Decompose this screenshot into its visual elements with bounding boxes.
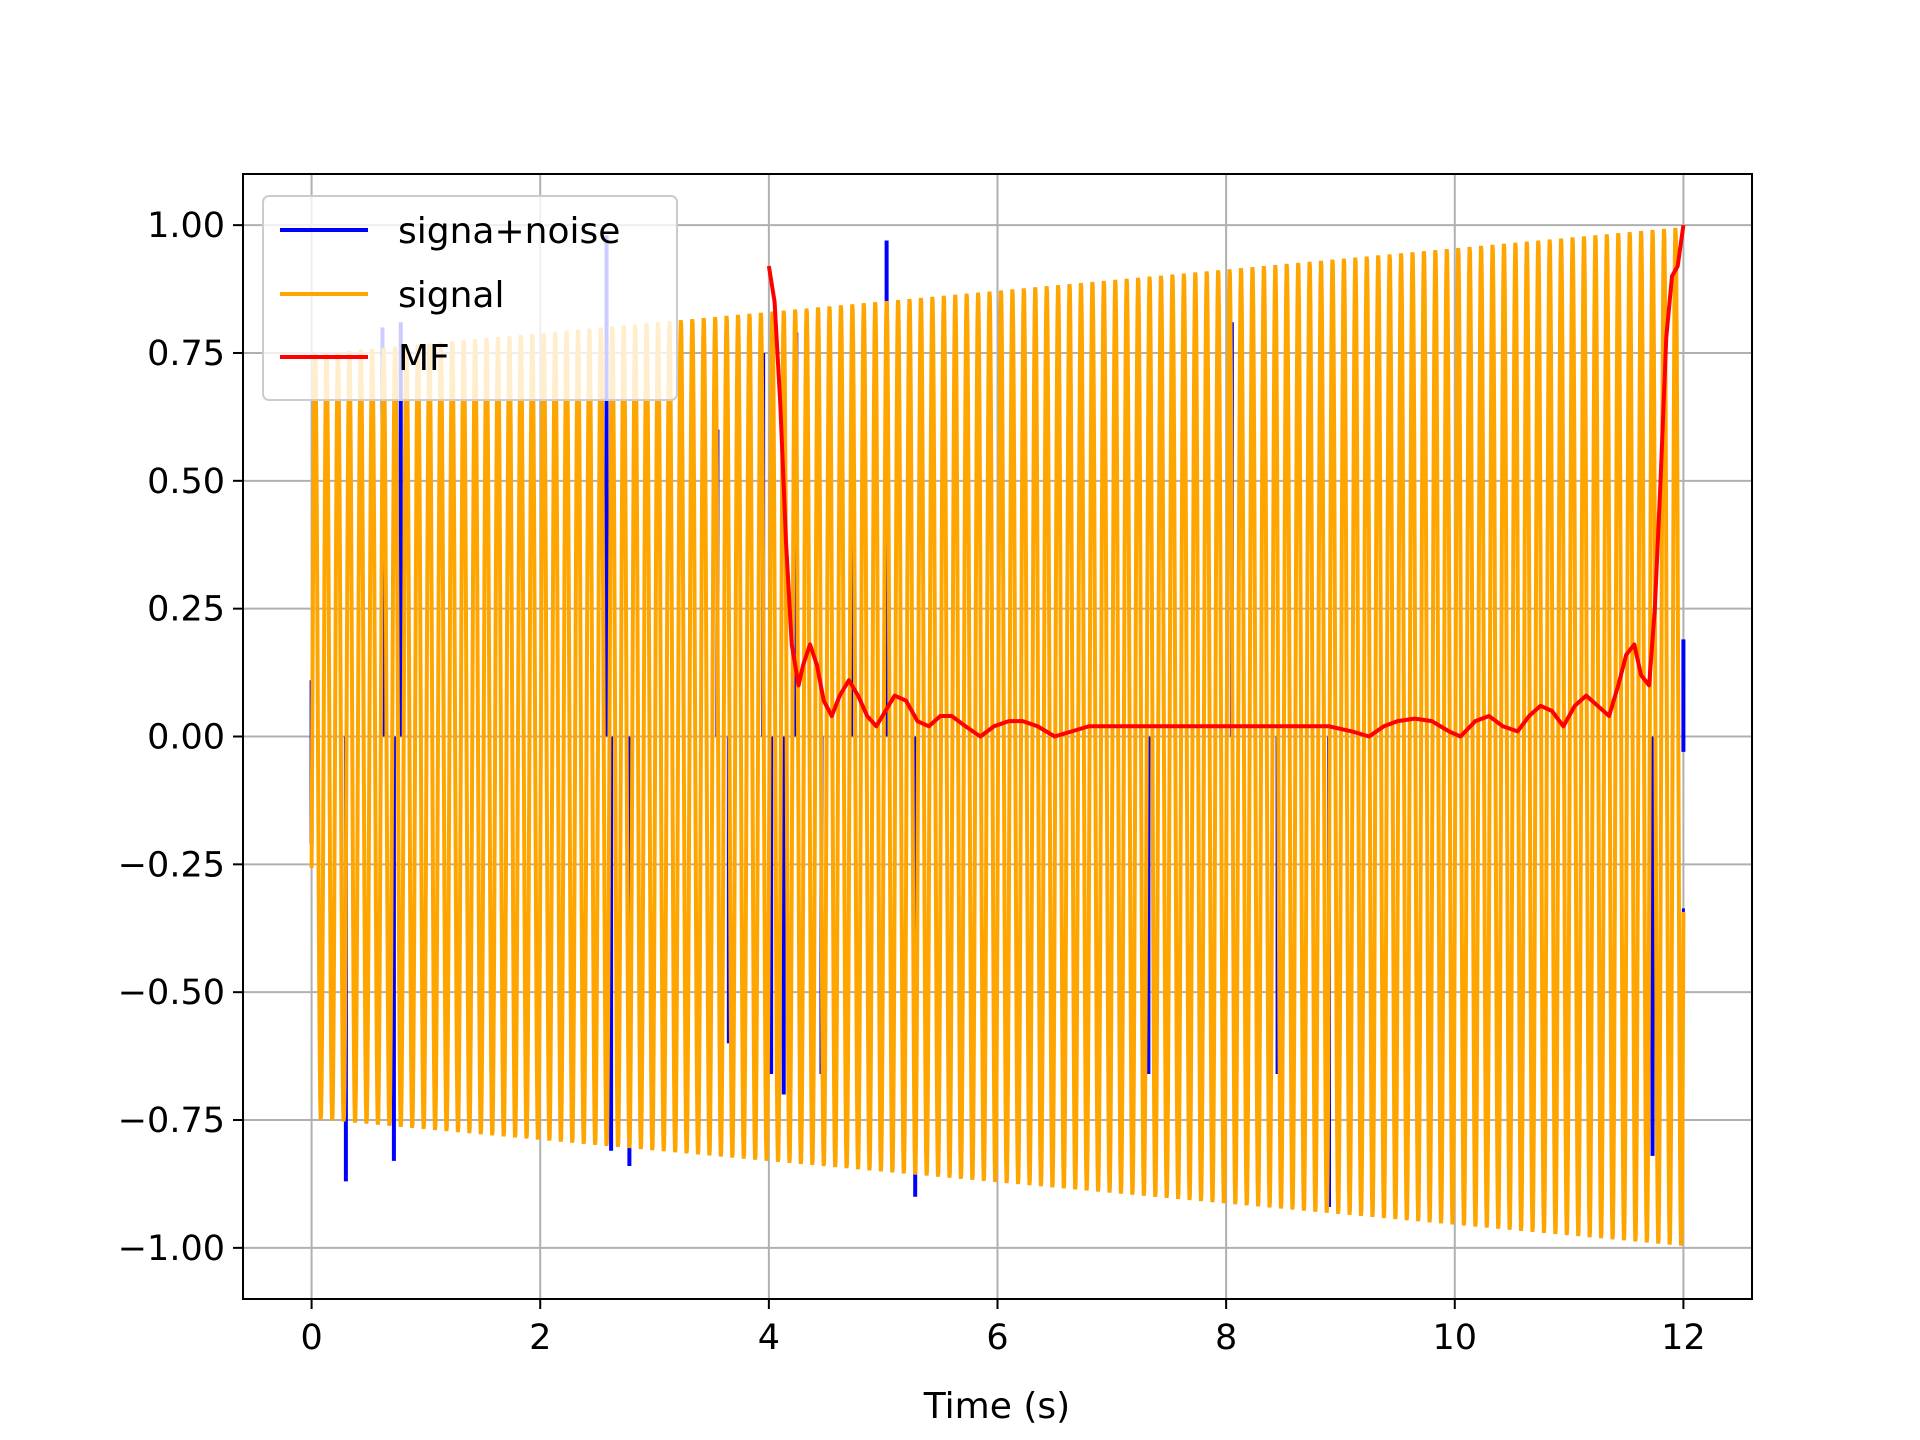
legend-label-mf: MF bbox=[398, 338, 450, 379]
x-tick-label: 0 bbox=[300, 1318, 322, 1358]
x-tick-label: 2 bbox=[529, 1318, 551, 1358]
x-tick-label: 4 bbox=[758, 1318, 780, 1358]
y-tick-label: −0.50 bbox=[118, 973, 225, 1013]
y-tick-label: 0.50 bbox=[147, 462, 225, 502]
y-tick-label: 0.25 bbox=[147, 590, 225, 630]
x-tick-label: 6 bbox=[986, 1318, 1008, 1358]
legend: signa+noise signal MF bbox=[262, 195, 678, 401]
x-axis-label: Time (s) bbox=[923, 1386, 1070, 1427]
series-signal-line bbox=[309, 227, 1686, 1246]
series-mf-line bbox=[766, 224, 1686, 739]
y-tick-label: −1.00 bbox=[118, 1229, 225, 1269]
legend-label-signal-noise: signa+noise bbox=[398, 211, 620, 252]
legend-box bbox=[262, 195, 678, 401]
y-tick-label: −0.25 bbox=[118, 845, 225, 885]
x-tick-label: 8 bbox=[1215, 1318, 1237, 1358]
x-tick-label: 12 bbox=[1661, 1318, 1706, 1358]
legend-label-signal: signal bbox=[398, 275, 505, 316]
y-tick-label: −0.75 bbox=[118, 1101, 225, 1141]
y-tick-label: 1.00 bbox=[147, 206, 225, 246]
axis-ticks: 0 2 4 6 8 10 12 1.00 0.75 0.50 0.25 0.00 −0.25 −0.50 −… bbox=[118, 206, 1706, 1358]
y-tick-label: 0.00 bbox=[147, 718, 225, 758]
x-tick-label: 10 bbox=[1432, 1318, 1477, 1358]
y-tick-label: 0.75 bbox=[147, 334, 225, 374]
